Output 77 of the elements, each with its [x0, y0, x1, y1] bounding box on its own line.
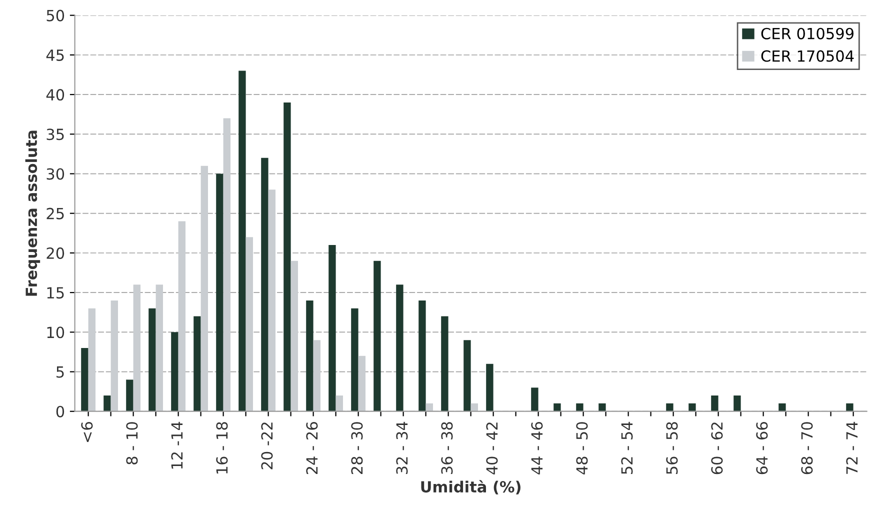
bar — [290, 260, 298, 412]
bar — [464, 340, 471, 412]
bar — [313, 340, 320, 412]
bar — [711, 396, 718, 412]
y-tick-label: 30 — [46, 168, 64, 180]
bar — [576, 403, 584, 412]
bar — [148, 308, 156, 412]
bar — [261, 158, 268, 412]
bar — [238, 70, 246, 412]
bar — [598, 403, 606, 412]
y-tick-label: 45 — [46, 50, 64, 61]
x-tick-label: 52 - 54 — [621, 422, 633, 474]
x-tick-label: 72 - 74 — [846, 422, 858, 474]
legend-label: CER 170504 — [761, 50, 854, 62]
x-tick-label: 64 - 66 — [756, 422, 768, 474]
bar — [441, 316, 448, 412]
bar — [374, 260, 381, 412]
bar — [666, 403, 674, 412]
x-tick-label: 16 - 18 — [216, 422, 228, 474]
bar — [418, 300, 426, 412]
bar — [778, 403, 786, 412]
y-tick-label: 35 — [46, 128, 64, 140]
x-tick-label: 20 -22 — [261, 422, 273, 470]
bar — [246, 237, 253, 412]
y-tick-label: 50 — [46, 10, 64, 22]
y-tick-label: 5 — [56, 366, 64, 378]
x-axis-title: Umidità (%) — [421, 480, 520, 494]
bar — [88, 308, 96, 412]
bar — [156, 284, 163, 412]
x-tick-label: 24 - 26 — [306, 422, 318, 474]
x-tick-label: 48 - 50 — [576, 422, 588, 474]
bar — [268, 190, 276, 412]
bar — [110, 300, 118, 412]
y-tick-label: 0 — [56, 406, 64, 418]
bar — [178, 221, 186, 412]
x-tick-label: 28 - 30 — [351, 422, 363, 474]
bar — [104, 396, 111, 412]
y-axis-title: Frequenza assoluta — [25, 130, 40, 296]
x-tick-label: 56 - 58 — [666, 422, 678, 474]
bar — [426, 403, 433, 412]
bar — [200, 166, 208, 412]
bar — [734, 396, 741, 412]
bar — [470, 403, 478, 412]
y-tick-label: 10 — [47, 326, 64, 338]
bar — [351, 308, 358, 412]
bar — [194, 316, 201, 412]
bar — [306, 300, 314, 412]
bar — [396, 284, 404, 412]
bar — [284, 102, 291, 412]
bar — [223, 118, 230, 412]
bar — [328, 245, 336, 412]
bar — [531, 388, 538, 412]
bar — [486, 364, 494, 412]
bar — [846, 403, 854, 412]
x-tick-label: 68 - 70 — [801, 422, 813, 474]
bar — [554, 403, 561, 412]
bar — [133, 284, 140, 412]
bar — [81, 348, 88, 412]
bar — [688, 403, 696, 412]
bar — [216, 174, 224, 412]
x-tick-label: 12 -14 — [171, 422, 183, 469]
x-tick-label: 32 - 34 — [396, 422, 408, 474]
x-tick-label: 8 - 10 — [126, 422, 138, 464]
y-tick-label: 15 — [47, 287, 64, 299]
y-tick-label: 20 — [46, 247, 64, 259]
bar — [171, 332, 178, 412]
x-tick-label: 40 - 42 — [486, 422, 498, 474]
x-tick-label: 36 - 38 — [441, 422, 453, 474]
x-tick-label: <6 — [81, 422, 93, 442]
x-tick-label: 44 - 46 — [531, 422, 543, 474]
y-tick-label: 40 — [46, 89, 64, 101]
bar — [358, 356, 366, 412]
bar — [336, 396, 343, 412]
bar — [126, 380, 134, 412]
legend-label: CER 010599 — [761, 28, 854, 40]
y-tick-label: 25 — [46, 208, 64, 220]
x-tick-label: 60 - 62 — [711, 422, 723, 474]
